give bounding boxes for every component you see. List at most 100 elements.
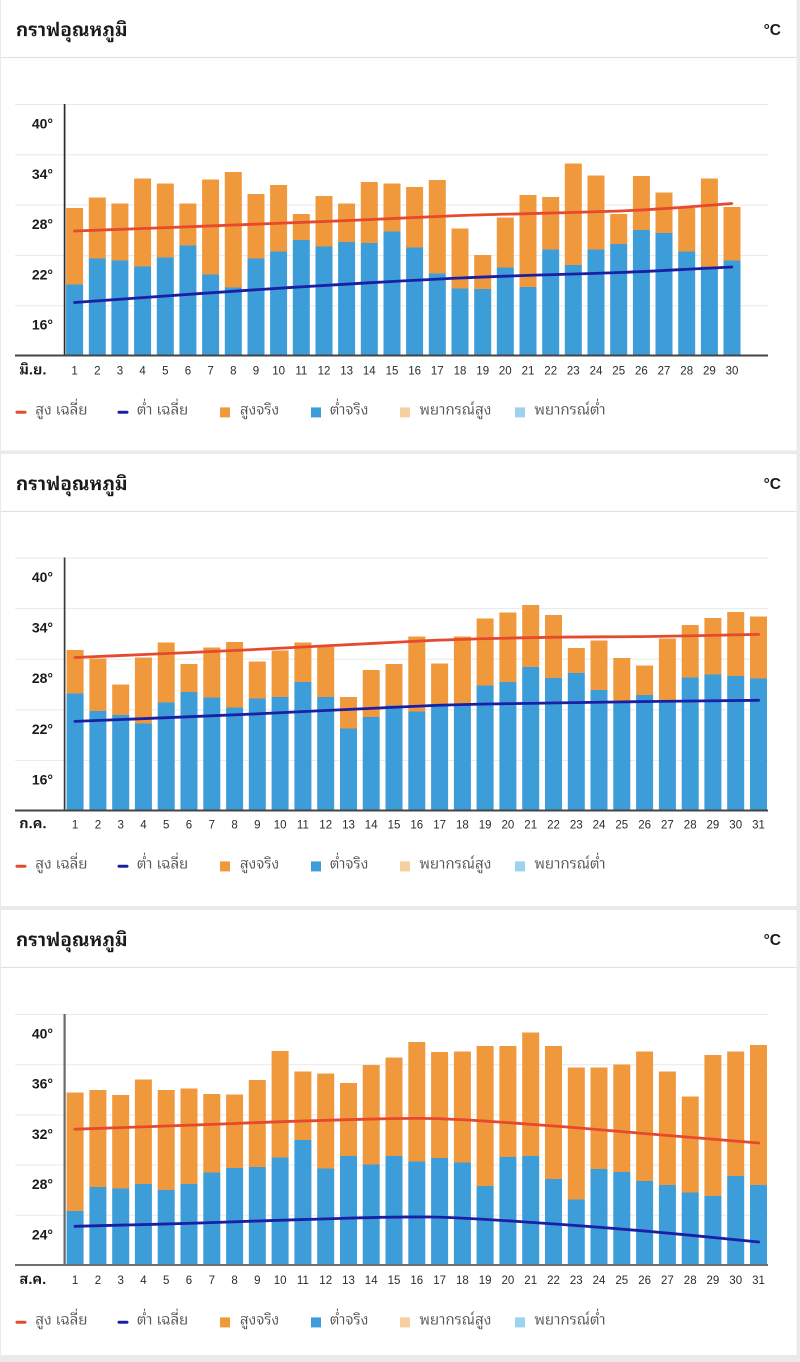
svg-text:15: 15 xyxy=(388,819,401,831)
svg-text:20: 20 xyxy=(499,366,512,378)
svg-text:25: 25 xyxy=(615,1275,628,1287)
svg-text:31: 31 xyxy=(752,1275,765,1287)
svg-text:21: 21 xyxy=(522,366,535,378)
svg-text:22°: 22° xyxy=(32,266,53,282)
svg-text:20: 20 xyxy=(502,819,515,831)
svg-text:29: 29 xyxy=(707,1275,720,1287)
svg-text:26: 26 xyxy=(638,819,651,831)
svg-text:24: 24 xyxy=(593,819,606,831)
svg-text:34°: 34° xyxy=(32,166,53,182)
svg-text:25: 25 xyxy=(612,366,625,378)
svg-text:7: 7 xyxy=(209,819,215,831)
svg-text:24: 24 xyxy=(590,366,603,378)
svg-text:18: 18 xyxy=(454,366,467,378)
svg-text:18: 18 xyxy=(456,819,469,831)
svg-text:22: 22 xyxy=(547,819,560,831)
svg-text:27: 27 xyxy=(661,819,674,831)
svg-text:22°: 22° xyxy=(32,721,53,737)
svg-text:16: 16 xyxy=(410,819,423,831)
svg-text:13: 13 xyxy=(342,1275,355,1287)
svg-text:17: 17 xyxy=(433,819,446,831)
svg-text:2: 2 xyxy=(95,819,101,831)
svg-text:34°: 34° xyxy=(32,620,53,636)
svg-text:18: 18 xyxy=(456,1275,469,1287)
svg-text:27: 27 xyxy=(658,366,671,378)
svg-text:11: 11 xyxy=(297,1275,309,1287)
svg-text:23: 23 xyxy=(570,1275,583,1287)
svg-text:23: 23 xyxy=(570,819,583,831)
svg-text:4: 4 xyxy=(140,1275,147,1287)
svg-text:22: 22 xyxy=(544,366,557,378)
svg-text:9: 9 xyxy=(254,819,260,831)
svg-text:5: 5 xyxy=(163,1275,169,1287)
svg-text:10: 10 xyxy=(272,366,285,378)
svg-text:28: 28 xyxy=(680,366,693,378)
svg-text:27: 27 xyxy=(661,1275,674,1287)
svg-text:6: 6 xyxy=(185,366,191,378)
svg-text:6: 6 xyxy=(186,1275,192,1287)
svg-text:7: 7 xyxy=(207,366,213,378)
svg-text:10: 10 xyxy=(274,1275,287,1287)
svg-text:15: 15 xyxy=(388,1275,401,1287)
svg-text:°C: °C xyxy=(764,476,781,493)
svg-text:13: 13 xyxy=(340,366,353,378)
svg-text:°C: °C xyxy=(764,22,781,39)
svg-text:15: 15 xyxy=(386,366,399,378)
svg-text:23: 23 xyxy=(567,366,580,378)
svg-text:1: 1 xyxy=(72,819,78,831)
svg-text:28°: 28° xyxy=(32,670,53,686)
svg-text:2: 2 xyxy=(94,366,100,378)
svg-text:9: 9 xyxy=(254,1275,260,1287)
svg-text:11: 11 xyxy=(295,366,307,378)
svg-text:36°: 36° xyxy=(32,1076,53,1092)
svg-text:1: 1 xyxy=(72,1275,78,1287)
svg-text:28: 28 xyxy=(684,819,697,831)
svg-text:4: 4 xyxy=(139,366,146,378)
svg-text:1: 1 xyxy=(71,366,77,378)
svg-text:26: 26 xyxy=(638,1275,651,1287)
svg-text:29: 29 xyxy=(703,366,716,378)
svg-text:16°: 16° xyxy=(32,317,53,333)
svg-text:25: 25 xyxy=(615,819,628,831)
svg-text:3: 3 xyxy=(117,1275,123,1287)
svg-text:14: 14 xyxy=(363,366,376,378)
svg-text:40°: 40° xyxy=(32,569,53,585)
svg-text:8: 8 xyxy=(230,366,236,378)
svg-text:7: 7 xyxy=(209,1275,215,1287)
svg-text:3: 3 xyxy=(117,819,123,831)
svg-text:21: 21 xyxy=(524,1275,537,1287)
svg-text:31: 31 xyxy=(752,819,765,831)
svg-text:14: 14 xyxy=(365,1275,378,1287)
svg-text:40°: 40° xyxy=(32,1026,53,1042)
svg-text:8: 8 xyxy=(231,1275,237,1287)
svg-text:16: 16 xyxy=(408,366,421,378)
svg-text:32°: 32° xyxy=(32,1126,53,1142)
svg-text:17: 17 xyxy=(433,1275,446,1287)
svg-text:14: 14 xyxy=(365,819,378,831)
svg-text:16°: 16° xyxy=(32,771,53,787)
svg-text:6: 6 xyxy=(186,819,192,831)
svg-text:5: 5 xyxy=(162,366,168,378)
svg-text:19: 19 xyxy=(479,819,492,831)
svg-text:40°: 40° xyxy=(32,116,53,132)
svg-text:29: 29 xyxy=(707,819,720,831)
svg-text:26: 26 xyxy=(635,366,648,378)
svg-text:28°: 28° xyxy=(32,216,53,232)
svg-text:28°: 28° xyxy=(32,1176,53,1192)
svg-text:13: 13 xyxy=(342,819,355,831)
svg-text:20: 20 xyxy=(502,1275,515,1287)
svg-text:24: 24 xyxy=(593,1275,606,1287)
svg-text:8: 8 xyxy=(231,819,237,831)
svg-text:24°: 24° xyxy=(32,1226,53,1242)
svg-text:10: 10 xyxy=(274,819,287,831)
svg-text:5: 5 xyxy=(163,819,169,831)
svg-text:17: 17 xyxy=(431,366,444,378)
svg-text:19: 19 xyxy=(479,1275,492,1287)
svg-text:28: 28 xyxy=(684,1275,697,1287)
svg-text:16: 16 xyxy=(410,1275,423,1287)
svg-text:2: 2 xyxy=(95,1275,101,1287)
svg-text:19: 19 xyxy=(476,366,489,378)
svg-text:12: 12 xyxy=(319,1275,332,1287)
svg-text:21: 21 xyxy=(524,819,537,831)
svg-text:30: 30 xyxy=(726,366,739,378)
